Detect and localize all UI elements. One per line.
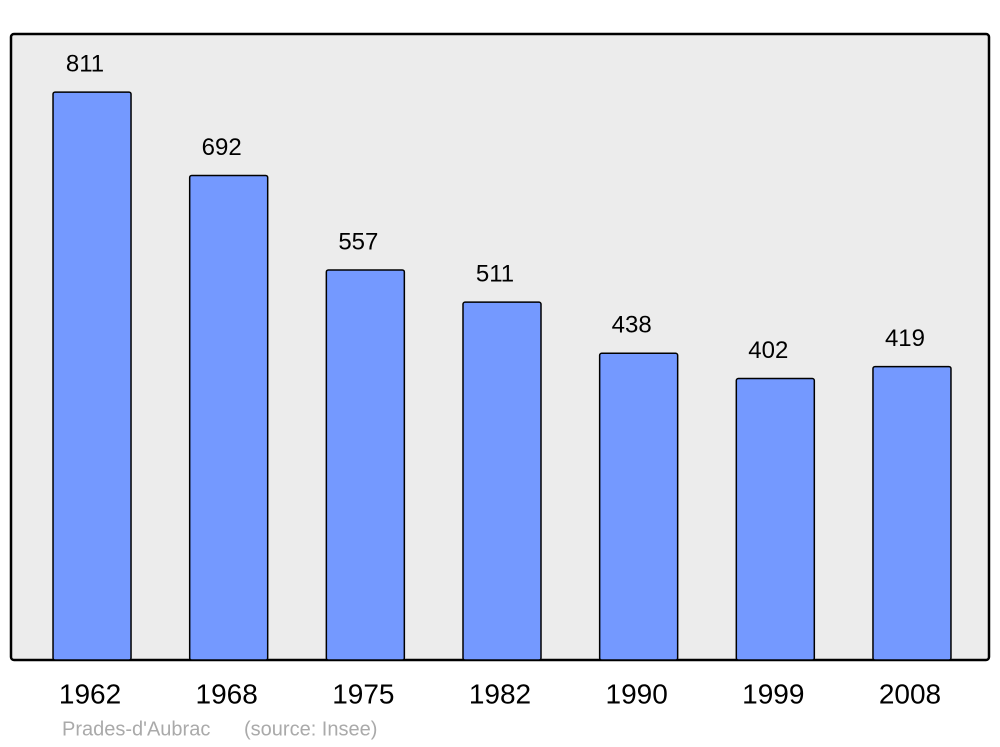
bar [598, 352, 679, 661]
x-tick-label: 1982 [469, 678, 531, 709]
x-tick-label: 1968 [196, 678, 258, 709]
x-tick-label: 2008 [879, 678, 941, 709]
value-label: 692 [202, 134, 242, 161]
value-label: 419 [885, 325, 925, 352]
value-label: 511 [476, 261, 514, 288]
value-label: 438 [612, 312, 652, 339]
x-tick-label: 1975 [332, 678, 394, 709]
bar [188, 174, 269, 661]
bar [325, 269, 406, 661]
x-tick-label: 1999 [742, 678, 804, 709]
bar [52, 91, 132, 661]
value-label: 402 [748, 337, 788, 364]
value-label: 557 [338, 228, 378, 255]
value-label: 811 [66, 50, 104, 77]
bar [872, 365, 952, 661]
x-tick-label: 1962 [59, 678, 121, 709]
source: (source: Insee) [244, 718, 377, 740]
bar [735, 377, 816, 661]
x-tick-label: 1990 [606, 678, 668, 709]
bar [462, 301, 542, 661]
caption: Prades-d'Aubrac [62, 718, 210, 740]
